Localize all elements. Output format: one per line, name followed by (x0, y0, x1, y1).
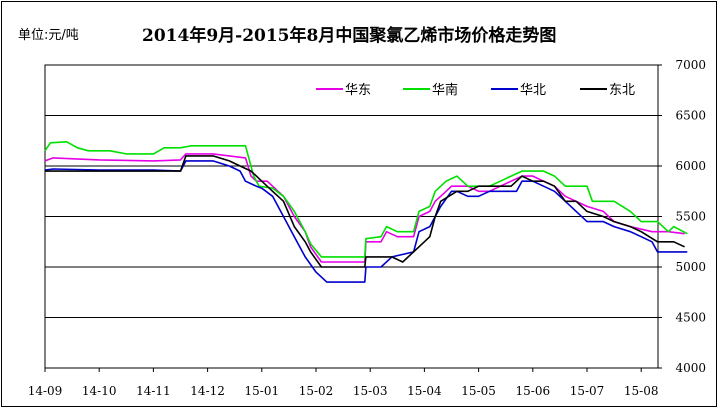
y-tick-label-7000: 7000 (675, 58, 706, 72)
x-tick-label-15-02: 15-02 (299, 384, 334, 398)
x-tick-label-15-01: 15-01 (245, 384, 280, 398)
y-tick-label-6000: 6000 (675, 159, 706, 173)
x-tick-label-15-04: 15-04 (407, 384, 442, 398)
legend-label-3: 华北 (520, 83, 546, 98)
series-line-3 (44, 160, 688, 283)
x-tick-label-14-11: 14-11 (136, 384, 171, 398)
x-tick-label-15-03: 15-03 (353, 384, 388, 398)
x-tick-label-15-07: 15-07 (570, 384, 605, 398)
x-tick-label-15-06: 15-06 (516, 384, 551, 398)
x-tick-label-15-05: 15-05 (461, 384, 496, 398)
x-axis-ticks: 14-09 14-10 14-11 14-12 15-01 15-02 15-03 15-04… (28, 368, 659, 398)
x-tick-label-14-10: 14-10 (82, 384, 117, 398)
series-line-2 (44, 141, 688, 258)
legend-label-2: 华南 (432, 82, 458, 98)
y-tick-label-5000: 5000 (675, 260, 706, 274)
y-tick-label-6500: 6500 (675, 109, 706, 123)
series-line-4 (45, 155, 685, 268)
x-tick-label-14-09: 14-09 (28, 384, 63, 398)
legend: 华东 华南 华北 东北 (316, 82, 635, 98)
unit-label: 单位:元/吨 (18, 28, 79, 43)
series-group (44, 141, 688, 283)
y-axis-ticks: 4000 4500 5000 5500 6000 6500 7000 (658, 58, 706, 375)
y-tick-label-4500: 4500 (675, 311, 706, 325)
legend-label-1: 华东 (345, 83, 371, 98)
x-tick-label-14-12: 14-12 (190, 384, 225, 398)
y-tick-label-4000: 4000 (675, 361, 706, 375)
series-line-1 (44, 153, 685, 263)
y-tick-label-5500: 5500 (675, 210, 706, 224)
legend-label-4: 东北 (609, 83, 635, 98)
x-tick-label-15-08: 15-08 (624, 384, 659, 398)
chart-title: 2014年9月-2015年8月中国聚氯乙烯市场价格走势图 (142, 26, 557, 46)
